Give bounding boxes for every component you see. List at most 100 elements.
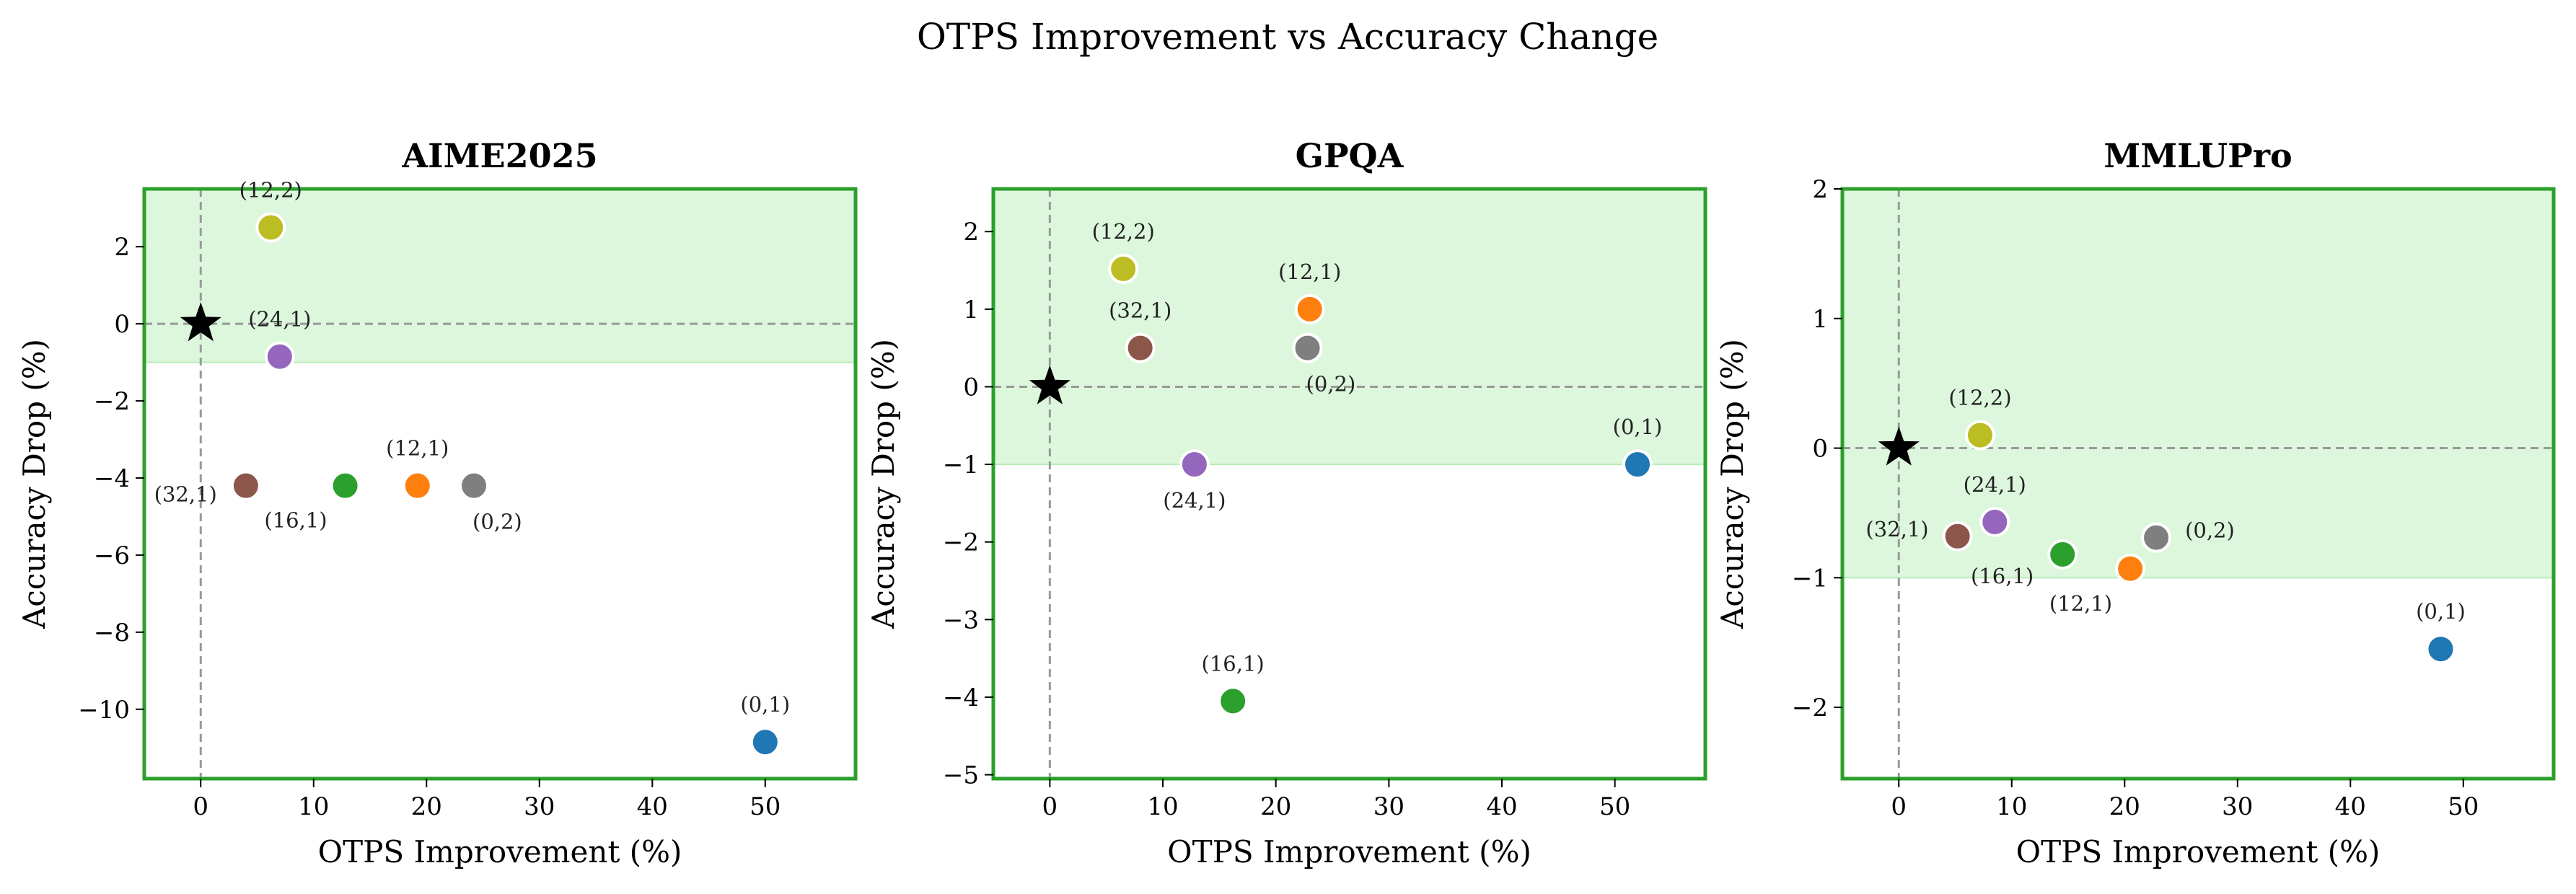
data-point-label: (0,1) bbox=[1613, 415, 1663, 439]
data-point-label: (24,1) bbox=[1163, 488, 1226, 513]
x-tick-label: 0 bbox=[193, 792, 208, 821]
data-point-label: (32,1) bbox=[1865, 517, 1928, 541]
y-tick-label: 1 bbox=[1812, 305, 1828, 334]
x-tick-label: 30 bbox=[2222, 792, 2253, 821]
data-point bbox=[264, 341, 295, 372]
x-tick-label: 10 bbox=[1996, 792, 2027, 821]
data-point bbox=[749, 727, 781, 758]
y-tick-label: −2 bbox=[94, 387, 130, 416]
acceptable-region bbox=[144, 189, 856, 363]
data-point-label: (12,1) bbox=[386, 436, 449, 461]
x-axis-label: OTPS Improvement (%) bbox=[318, 834, 682, 869]
data-point-label: (12,1) bbox=[1278, 260, 1341, 284]
plot-frame bbox=[991, 187, 1707, 781]
y-axis-label: Accuracy Drop (%) bbox=[866, 339, 901, 629]
y-tick-label: 2 bbox=[114, 233, 130, 262]
y-tick-label: −2 bbox=[943, 528, 979, 557]
plot-frame bbox=[1840, 187, 2556, 781]
panel-title: MMLUPro bbox=[2104, 136, 2292, 175]
data-point-label: (0,2) bbox=[472, 510, 522, 534]
data-point bbox=[330, 470, 361, 501]
baseline-star-marker bbox=[180, 302, 221, 342]
y-tick-label: 2 bbox=[1812, 175, 1828, 204]
data-point bbox=[2115, 553, 2146, 584]
data-point-label: (12,2) bbox=[239, 177, 302, 202]
plot-frame bbox=[142, 187, 858, 781]
data-point bbox=[402, 470, 433, 501]
y-tick-label: −6 bbox=[94, 541, 130, 570]
y-tick-label: −3 bbox=[943, 606, 979, 634]
y-axis-label: Accuracy Drop (%) bbox=[17, 339, 52, 629]
panel-title: AIME2025 bbox=[401, 136, 597, 175]
data-point bbox=[1179, 449, 1210, 480]
y-tick-label: −8 bbox=[94, 619, 130, 647]
data-point bbox=[1292, 332, 1323, 363]
x-tick-label: 0 bbox=[1042, 792, 1058, 821]
data-point bbox=[1942, 521, 1973, 552]
x-tick-label: 50 bbox=[749, 792, 781, 821]
data-point-label: (32,1) bbox=[1109, 298, 1171, 323]
data-point-label: (16,1) bbox=[1971, 564, 2034, 588]
y-tick-label: −1 bbox=[943, 451, 979, 479]
baseline-star-marker bbox=[1029, 365, 1071, 404]
data-point bbox=[1964, 420, 1995, 451]
data-point bbox=[1125, 332, 1156, 363]
data-point-label: (16,1) bbox=[264, 508, 327, 533]
data-point bbox=[1294, 293, 1325, 324]
data-point bbox=[2425, 634, 2456, 665]
y-tick-label: −2 bbox=[1792, 694, 1828, 722]
y-tick-label: 0 bbox=[963, 373, 979, 402]
y-tick-label: −10 bbox=[78, 696, 130, 725]
data-point bbox=[1108, 253, 1139, 284]
x-tick-label: 30 bbox=[1373, 792, 1405, 821]
data-point-label: (0,1) bbox=[2416, 599, 2466, 624]
x-tick-label: 50 bbox=[2448, 792, 2479, 821]
y-tick-label: −1 bbox=[1792, 564, 1828, 593]
x-tick-label: 0 bbox=[1891, 792, 1907, 821]
data-point-label: (12,2) bbox=[1092, 219, 1155, 244]
baseline-star-marker bbox=[1878, 426, 1920, 466]
y-axis-label: Accuracy Drop (%) bbox=[1715, 339, 1750, 629]
x-tick-label: 40 bbox=[637, 792, 668, 821]
data-point-label: (12,2) bbox=[1948, 386, 2011, 410]
x-tick-label: 20 bbox=[411, 792, 442, 821]
data-point-label: (16,1) bbox=[1202, 651, 1265, 676]
figure-title: OTPS Improvement vs Accuracy Change bbox=[917, 16, 1658, 58]
x-tick-label: 20 bbox=[1260, 792, 1291, 821]
data-point bbox=[255, 212, 286, 243]
data-point-label: (24,1) bbox=[248, 307, 311, 332]
data-point bbox=[230, 470, 261, 501]
y-tick-label: 2 bbox=[963, 218, 979, 247]
x-tick-label: 10 bbox=[1147, 792, 1178, 821]
y-tick-label: 0 bbox=[1812, 435, 1828, 464]
x-tick-label: 40 bbox=[1486, 792, 1517, 821]
x-tick-label: 10 bbox=[298, 792, 329, 821]
y-tick-label: 0 bbox=[114, 310, 130, 339]
data-point bbox=[2047, 539, 2078, 570]
y-tick-label: −5 bbox=[943, 761, 979, 790]
data-point-label: (12,1) bbox=[2049, 591, 2112, 616]
data-point bbox=[1622, 449, 1653, 480]
data-point bbox=[1218, 686, 1249, 717]
y-tick-label: −4 bbox=[943, 683, 979, 712]
y-tick-label: −4 bbox=[94, 464, 130, 493]
data-point bbox=[1979, 507, 2010, 538]
x-tick-label: 50 bbox=[1599, 792, 1630, 821]
data-point bbox=[459, 470, 490, 501]
x-tick-label: 30 bbox=[524, 792, 555, 821]
acceptable-region bbox=[993, 189, 1705, 465]
panel-title: GPQA bbox=[1296, 136, 1405, 175]
data-point bbox=[2141, 522, 2172, 553]
y-tick-label: 1 bbox=[963, 296, 979, 324]
x-axis-label: OTPS Improvement (%) bbox=[2016, 834, 2381, 869]
data-point-label: (0,1) bbox=[740, 692, 790, 717]
data-point-label: (24,1) bbox=[1964, 472, 2026, 497]
data-point-label: (32,1) bbox=[154, 482, 217, 507]
data-point-label: (0,2) bbox=[1306, 372, 1356, 397]
acceptable-region bbox=[1842, 189, 2554, 578]
